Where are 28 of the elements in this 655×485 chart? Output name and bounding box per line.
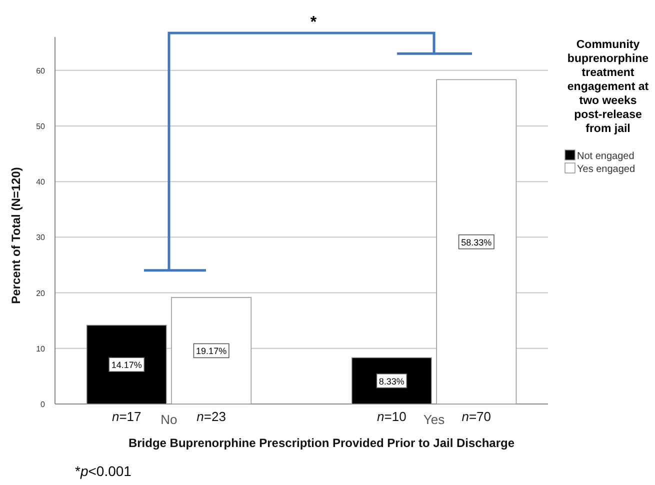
y-tick-label: 10 <box>36 344 46 354</box>
y-tick-label: 50 <box>36 122 46 131</box>
y-axis-title: Percent of Total (N=120) <box>9 167 23 304</box>
bar <box>86 324 167 404</box>
bar <box>436 79 517 404</box>
bar <box>171 297 252 404</box>
y-tick-label: 30 <box>36 233 46 242</box>
legend-label: Not engaged <box>577 151 634 162</box>
text: n=70 <box>462 409 492 424</box>
y-tick-label: 40 <box>36 178 46 187</box>
data-label: 14.17% <box>111 360 142 370</box>
x-tick-label: Yes <box>423 412 446 427</box>
y-tick-label: 0 <box>40 400 46 409</box>
data-label: 58.33% <box>461 237 492 248</box>
text: n=23 <box>196 409 226 424</box>
bar <box>351 357 432 404</box>
x-axis-title: Bridge Buprenorphine Prescription Provided Prior to Jail Discharge <box>128 436 515 450</box>
data-label: 19.17% <box>196 346 227 356</box>
text: n=17 <box>112 409 142 424</box>
y-tick-label: 20 <box>36 288 46 298</box>
data-label: 8.33% <box>378 376 404 386</box>
x-tick-label: No <box>160 412 178 427</box>
legend-label: Yes engaged <box>577 164 636 175</box>
legend-title: Community buprenorphine treatment engagement at two weeks post-release from jail <box>567 39 649 135</box>
text: n=10 <box>377 409 406 424</box>
y-tick-label: 60 <box>36 66 46 76</box>
text: *p<0.001 <box>75 463 132 479</box>
text: * <box>310 14 318 31</box>
